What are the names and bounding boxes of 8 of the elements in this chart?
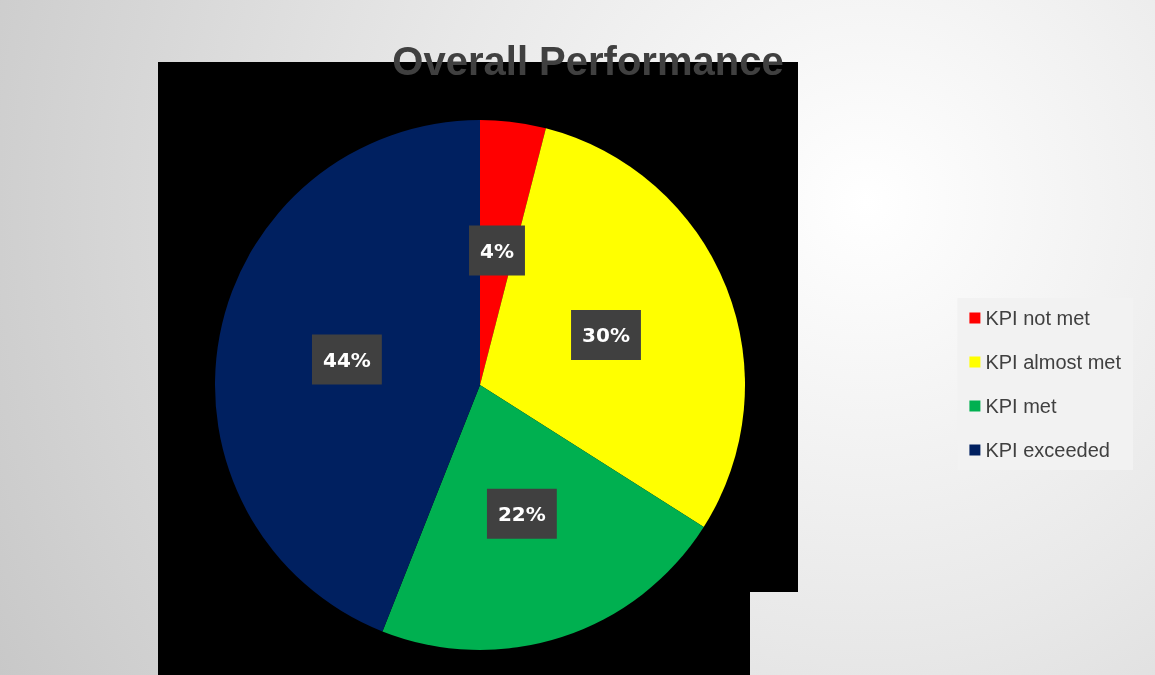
legend-label: KPI met — [985, 395, 1057, 417]
legend-label: KPI exceeded — [985, 439, 1110, 461]
data-label: 44% — [322, 347, 371, 372]
data-label: 30% — [582, 323, 630, 348]
legend-label: KPI almost met — [985, 351, 1122, 373]
data-label: 4% — [480, 238, 514, 263]
legend-label: KPI not met — [985, 307, 1091, 329]
data-label: 22% — [497, 501, 546, 526]
